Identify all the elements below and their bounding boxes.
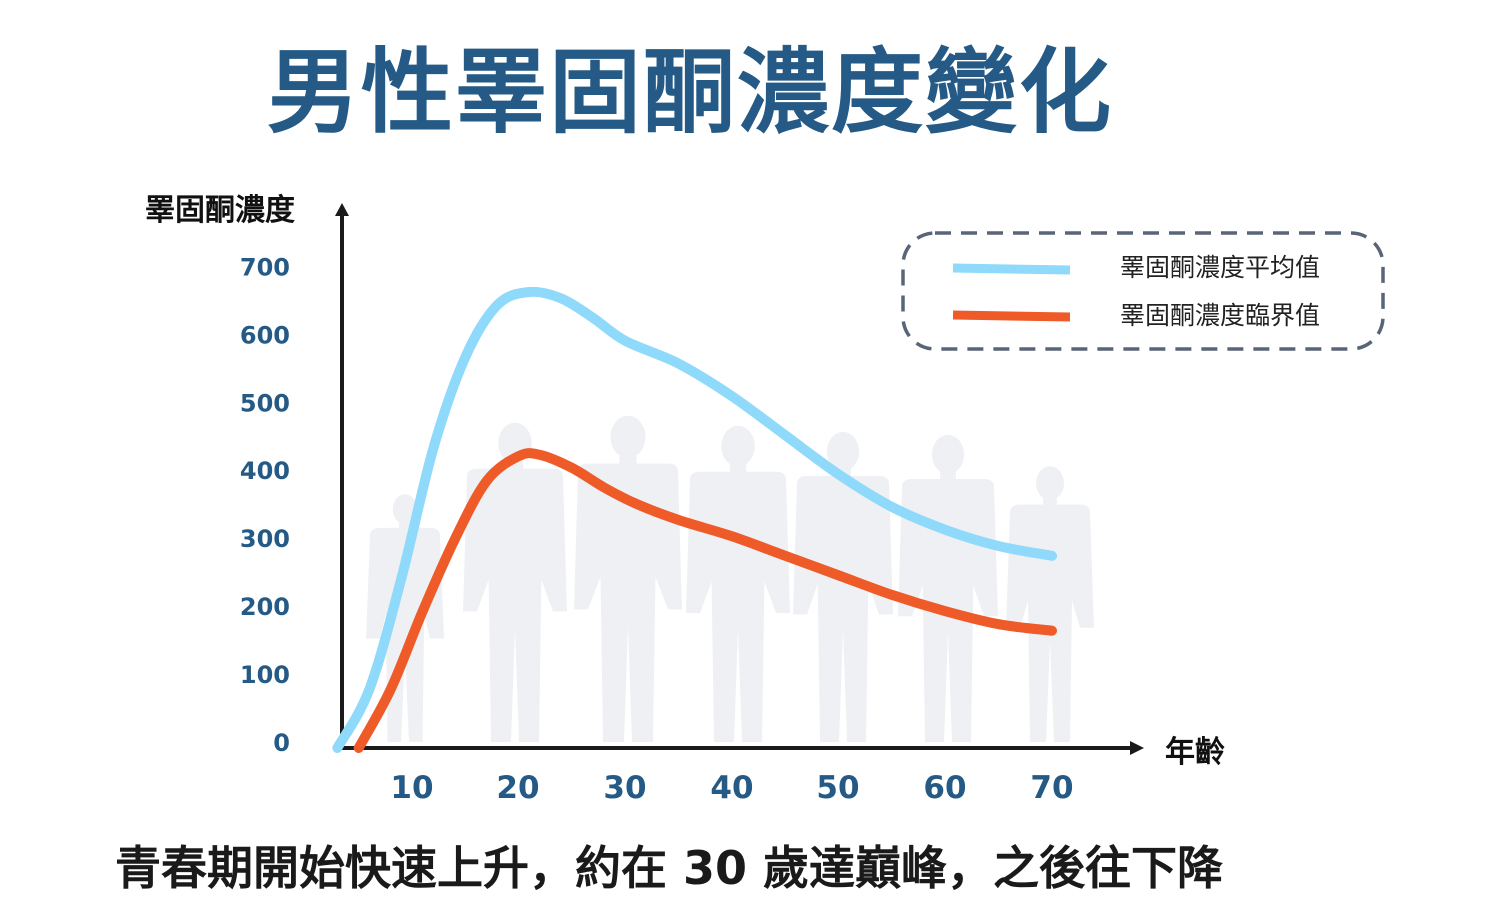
y-tick-label: 300	[240, 525, 290, 553]
y-axis-arrow	[335, 203, 349, 216]
x-tick-label: 50	[816, 770, 859, 806]
axes: 睪固酮濃度 年齡	[145, 193, 1225, 770]
legend-border	[901, 231, 1385, 351]
legend-threshold-swatch	[952, 310, 1071, 322]
series-lines	[332, 286, 1057, 753]
y-tick-label: 400	[240, 457, 290, 485]
ticks: 0 100 200 300 400 500 600 700 10 20 30 40 50 60 70	[240, 253, 1074, 806]
y-axis-label: 睪固酮濃度	[145, 193, 295, 228]
legend: 睪固酮濃度平均值 睪固酮濃度臨界值	[901, 231, 1385, 351]
x-axis-arrow	[1130, 741, 1144, 755]
x-axis-label: 年齡	[1165, 735, 1225, 770]
average-series-line	[332, 286, 1057, 753]
person-silhouette	[898, 434, 998, 742]
y-tick-label: 500	[240, 389, 290, 417]
legend-threshold-label: 睪固酮濃度臨界值	[1120, 301, 1320, 330]
person-silhouette	[686, 425, 790, 742]
person-silhouette	[1006, 466, 1094, 742]
x-tick-label: 60	[923, 770, 966, 806]
legend-average-label: 睪固酮濃度平均值	[1120, 253, 1320, 282]
y-tick-label: 0	[273, 729, 290, 757]
person-silhouette	[366, 494, 444, 742]
person-silhouette	[463, 422, 567, 742]
x-tick-label: 30	[603, 770, 646, 806]
silhouettes	[366, 415, 1094, 742]
person-silhouette	[574, 415, 682, 742]
y-tick-label: 700	[240, 253, 290, 281]
threshold-series-line	[353, 448, 1057, 753]
legend-average-swatch	[952, 263, 1071, 275]
x-tick-label: 20	[496, 770, 539, 806]
y-tick-label: 600	[240, 321, 290, 349]
x-tick-label: 10	[390, 770, 433, 806]
y-tick-label: 100	[240, 661, 290, 689]
page-title: 男性睪固酮濃度變化	[266, 39, 1113, 146]
x-tick-label: 40	[710, 770, 753, 806]
caption-text: 青春期開始快速上升，約在 30 歲達巔峰，之後往下降	[115, 841, 1224, 895]
x-tick-label: 70	[1030, 770, 1073, 806]
y-tick-label: 200	[240, 593, 290, 621]
